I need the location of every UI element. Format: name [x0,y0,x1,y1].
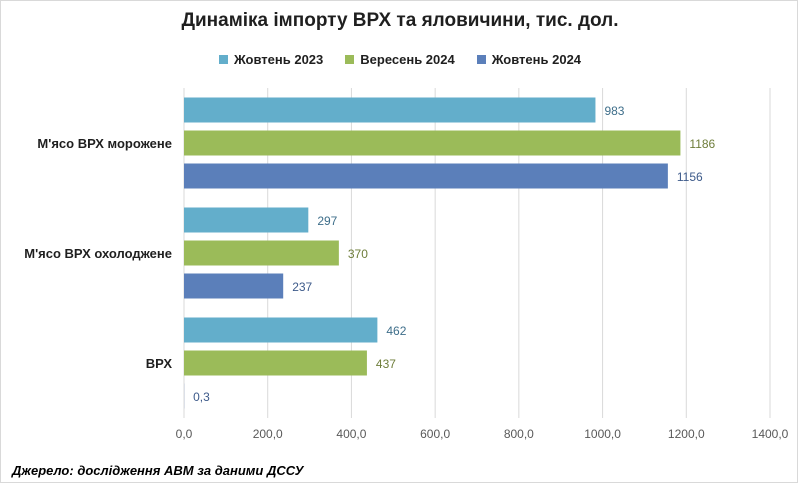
data-label: 237 [292,280,312,294]
chart-title: Динаміка імпорту ВРХ та яловичини, тис. … [181,10,619,31]
source-note: Джерело: дослідження АВМ за даними ДССУ [12,463,304,478]
data-label: 983 [604,104,624,118]
data-label: 462 [386,324,406,338]
bar [184,97,596,123]
x-tick-label: 400,0 [336,427,366,441]
x-tick-label: 800,0 [504,427,534,441]
bar [184,273,284,299]
bar [184,207,309,233]
data-label: 1186 [689,137,715,151]
data-label: 0,3 [193,390,210,404]
x-tick-label: 1200,0 [668,427,705,441]
bar [184,240,339,266]
bar [184,163,668,189]
x-tick-label: 600,0 [420,427,450,441]
category-label: М'ясо ВРХ охолоджене [24,246,172,261]
legend-swatch-oct-2023 [218,55,228,64]
data-label: 370 [348,247,368,261]
bar [184,130,681,156]
legend-swatch-oct-2024 [476,55,486,64]
legend-label-oct-2023: Жовтень 2023 [233,52,324,67]
chart-legend: Жовтень 2023 Вересень 2024 Жовтень 2024 [0,52,800,67]
x-tick-label: 1000,0 [584,427,621,441]
legend-item-oct-2024: Жовтень 2024 [476,52,582,67]
data-label: 437 [376,357,396,371]
legend-item-oct-2023: Жовтень 2023 [218,52,324,67]
x-tick-label: 200,0 [253,427,283,441]
legend-label-sep-2024: Вересень 2024 [360,52,455,67]
data-label: 1156 [677,170,703,184]
x-tick-label: 1400,0 [752,427,789,441]
legend-label-oct-2024: Жовтень 2024 [491,52,582,67]
data-label: 297 [317,214,337,228]
category-label: М'ясо ВРХ морожене [37,136,172,151]
bar [184,350,367,376]
bar [184,317,378,343]
x-tick-label: 0,0 [176,427,193,441]
category-label: ВРХ [146,356,173,371]
legend-item-sep-2024: Вересень 2024 [345,52,455,67]
legend-swatch-sep-2024 [345,55,355,64]
